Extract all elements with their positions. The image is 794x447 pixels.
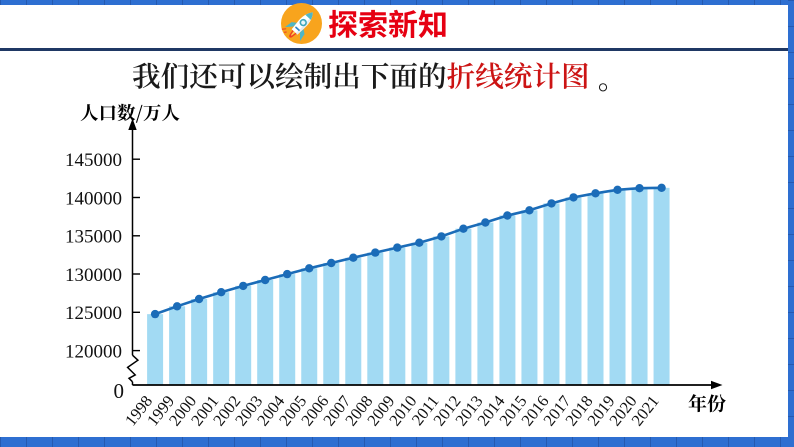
marker-2002 xyxy=(239,281,248,291)
header-rule xyxy=(0,48,788,51)
bar-2019 xyxy=(609,189,626,385)
subtitle xyxy=(133,62,608,92)
marker-2017 xyxy=(569,193,578,202)
rocket-part xyxy=(284,22,297,28)
marker-2007 xyxy=(349,253,358,262)
bar-2018 xyxy=(587,193,604,385)
rocket-part xyxy=(303,20,306,23)
x-axis-title-glyphs xyxy=(688,394,726,413)
bar-2009 xyxy=(389,247,406,385)
bar-2015 xyxy=(521,210,538,385)
marker-2020 xyxy=(635,184,644,193)
bar-2006 xyxy=(323,262,340,385)
marker-2010 xyxy=(415,238,424,247)
bar-2017 xyxy=(565,197,582,385)
y-tick-label-130000: 130000 xyxy=(65,265,122,286)
marker-2001 xyxy=(217,288,226,297)
header-title xyxy=(328,9,446,39)
marker-2000 xyxy=(194,294,204,304)
bar-2004 xyxy=(279,274,296,385)
rocket-glyph xyxy=(281,12,313,42)
y-tick-label-120000: 120000 xyxy=(65,341,122,362)
rocket-part xyxy=(281,28,287,33)
marker-2008 xyxy=(371,248,380,257)
bar-1999 xyxy=(169,306,186,385)
header-title-glyphs xyxy=(328,9,446,39)
bar-2012 xyxy=(455,228,472,385)
bar-2021 xyxy=(653,187,670,385)
marker-2015 xyxy=(525,206,534,215)
marker-1999 xyxy=(172,302,182,311)
marker-2016 xyxy=(547,199,556,208)
bar-2016 xyxy=(543,203,560,385)
marker-2018 xyxy=(591,189,600,198)
header-badge xyxy=(281,3,322,44)
marker-2011 xyxy=(437,232,446,241)
bar-2003 xyxy=(257,279,274,385)
bar-2010 xyxy=(411,242,428,385)
rocket-part xyxy=(291,31,296,36)
marker-2021 xyxy=(657,183,666,192)
marker-2019 xyxy=(613,185,622,194)
rocket-part xyxy=(295,26,300,32)
rocket-icon xyxy=(281,12,313,42)
bar-2008 xyxy=(367,252,384,385)
y-axis-break xyxy=(126,354,140,383)
y-axis-title-glyphs xyxy=(80,103,180,123)
marker-2013 xyxy=(481,218,490,227)
marker-2005 xyxy=(305,264,314,273)
bar-2014 xyxy=(499,215,516,385)
bar-2007 xyxy=(345,257,362,385)
y-tick-label-125000: 125000 xyxy=(65,303,122,324)
subtitle-prefix-glyphs xyxy=(133,62,446,90)
marker-2006 xyxy=(327,258,336,268)
bar-2001 xyxy=(213,292,230,385)
chart-tick-labels: 1450001400001350001300001250001200000199… xyxy=(65,150,663,429)
bar-2013 xyxy=(477,222,494,385)
marker-2014 xyxy=(503,211,512,220)
marker-2003 xyxy=(261,275,270,285)
x-axis-title xyxy=(688,394,726,413)
y-tick-label-135000: 135000 xyxy=(65,227,122,248)
bar-2000 xyxy=(191,298,208,385)
y-axis-arrow xyxy=(128,118,137,130)
x-axis-arrow xyxy=(711,380,723,390)
marker-2004 xyxy=(283,269,292,279)
chart-bars xyxy=(147,187,670,385)
subtitle-highlight-glyphs xyxy=(447,62,588,89)
chart-axes xyxy=(126,118,723,390)
rocket-part xyxy=(305,12,313,20)
bar-2002 xyxy=(235,285,252,385)
bar-2005 xyxy=(301,268,318,385)
bar-2020 xyxy=(631,188,648,385)
y-tick-label-145000: 145000 xyxy=(65,150,122,171)
marker-2012 xyxy=(459,224,468,233)
chart-line-series xyxy=(150,183,666,319)
marker-2009 xyxy=(393,243,402,252)
frame-bottom-border xyxy=(0,437,794,447)
rocket-part xyxy=(299,29,305,42)
y-tick-label-140000: 140000 xyxy=(65,188,122,209)
marker-1998 xyxy=(150,309,160,319)
line-series xyxy=(154,186,662,316)
y-axis-title xyxy=(80,103,180,123)
bar-2011 xyxy=(433,236,450,385)
frame-top-border xyxy=(0,0,794,5)
y-origin-label: 0 xyxy=(114,379,125,403)
frame-right-border xyxy=(788,0,794,447)
bar-1998 xyxy=(147,314,164,385)
rocket-part xyxy=(295,14,313,35)
